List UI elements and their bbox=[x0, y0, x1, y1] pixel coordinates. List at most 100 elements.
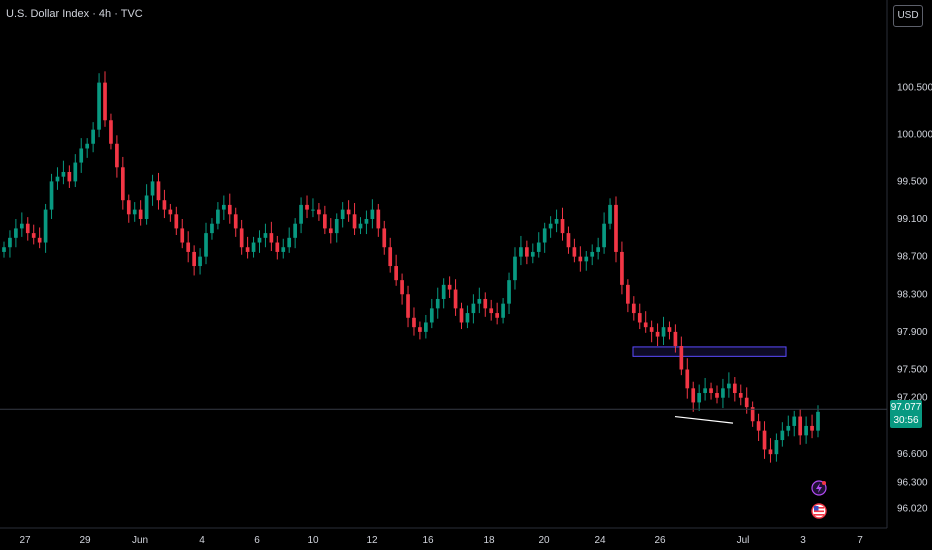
candle-body bbox=[31, 233, 36, 238]
candle bbox=[661, 316, 666, 346]
candle bbox=[435, 287, 440, 319]
candle-body bbox=[192, 251, 196, 267]
candle-body bbox=[774, 440, 779, 455]
y-tick-label: 99.500 bbox=[897, 176, 928, 187]
candle-body bbox=[643, 322, 648, 328]
candle-body bbox=[364, 219, 369, 224]
candle bbox=[614, 196, 618, 263]
us-flag-icon[interactable] bbox=[811, 503, 827, 519]
candle-body bbox=[465, 313, 470, 323]
candle bbox=[376, 203, 381, 237]
candle bbox=[507, 272, 511, 315]
candle bbox=[340, 202, 345, 228]
candle-body bbox=[340, 209, 345, 220]
trendline[interactable] bbox=[674, 415, 734, 424]
candle-body bbox=[542, 228, 547, 243]
y-tick-label: 100.000 bbox=[897, 129, 932, 140]
candle-body bbox=[210, 223, 214, 234]
candle bbox=[19, 212, 24, 237]
candle-body bbox=[67, 171, 72, 182]
candle bbox=[120, 156, 125, 210]
candle-body bbox=[566, 233, 571, 248]
candle-body bbox=[519, 247, 523, 257]
candle-body bbox=[19, 223, 24, 229]
candle bbox=[263, 223, 268, 248]
candle-body bbox=[649, 327, 654, 332]
candle-body bbox=[471, 303, 476, 314]
candle-body bbox=[120, 167, 125, 201]
candle-body bbox=[560, 219, 565, 234]
candle-body bbox=[144, 195, 149, 220]
candle-body bbox=[525, 247, 529, 257]
candle-body bbox=[732, 383, 737, 394]
candle bbox=[221, 195, 226, 220]
y-tick-label: 97.900 bbox=[897, 327, 928, 338]
candle-body bbox=[138, 209, 143, 220]
candle-body bbox=[311, 209, 315, 211]
candle bbox=[453, 279, 458, 316]
candle-body bbox=[685, 369, 690, 389]
x-tick-label: 26 bbox=[654, 535, 666, 546]
candle bbox=[305, 195, 309, 219]
candle-body bbox=[631, 303, 636, 314]
candle-body bbox=[816, 411, 820, 431]
currency-button[interactable]: USD bbox=[893, 5, 923, 27]
candle-body bbox=[608, 204, 612, 224]
supply-zone[interactable] bbox=[632, 346, 787, 357]
candle bbox=[727, 372, 731, 398]
last-price-value: 97.077 bbox=[890, 402, 922, 413]
x-tick-label: Jun bbox=[132, 535, 148, 546]
candle bbox=[542, 222, 547, 253]
candle bbox=[370, 199, 375, 229]
candle-body bbox=[441, 284, 446, 299]
candle bbox=[703, 377, 707, 401]
candle bbox=[816, 405, 820, 438]
candle-body bbox=[501, 303, 505, 318]
candle bbox=[685, 358, 690, 399]
candle bbox=[61, 160, 66, 185]
candle-body bbox=[418, 327, 422, 332]
candle bbox=[192, 245, 196, 276]
candle-body bbox=[424, 322, 428, 332]
candle-body bbox=[216, 209, 220, 224]
candle-body bbox=[358, 223, 363, 229]
candle-body bbox=[162, 200, 167, 210]
candle-body bbox=[233, 214, 238, 229]
candle-body bbox=[780, 430, 785, 441]
candle bbox=[115, 135, 119, 178]
lightning-event-icon[interactable] bbox=[811, 480, 827, 496]
candle-body bbox=[703, 388, 707, 394]
candle-body bbox=[691, 388, 696, 403]
candle-body bbox=[227, 204, 232, 215]
candle-body bbox=[459, 308, 464, 323]
candle bbox=[97, 73, 101, 138]
candle bbox=[519, 235, 523, 266]
candle bbox=[43, 203, 48, 253]
candle bbox=[55, 167, 60, 190]
candle bbox=[251, 236, 256, 258]
candle-body bbox=[168, 209, 173, 215]
candle-body bbox=[584, 256, 589, 262]
candle bbox=[204, 222, 208, 265]
candle-body bbox=[275, 242, 280, 252]
y-tick-label: 97.500 bbox=[897, 365, 928, 376]
candle-body bbox=[620, 251, 624, 285]
candle-body bbox=[792, 416, 797, 426]
candle bbox=[637, 303, 642, 330]
candle-body bbox=[323, 214, 327, 229]
candle-body bbox=[328, 228, 333, 234]
y-tick-label: 100.500 bbox=[897, 82, 932, 93]
candle bbox=[400, 273, 404, 305]
x-tick-label: 18 bbox=[483, 535, 495, 546]
candle bbox=[768, 438, 773, 463]
candle-body bbox=[103, 82, 107, 121]
candle-body bbox=[679, 345, 684, 370]
candle-body bbox=[667, 327, 672, 332]
candle bbox=[269, 221, 274, 251]
candle bbox=[281, 238, 286, 259]
candle-body bbox=[239, 228, 244, 248]
candle bbox=[382, 220, 387, 255]
y-tick-label: 96.600 bbox=[897, 449, 928, 460]
x-tick-label: 6 bbox=[254, 535, 260, 546]
